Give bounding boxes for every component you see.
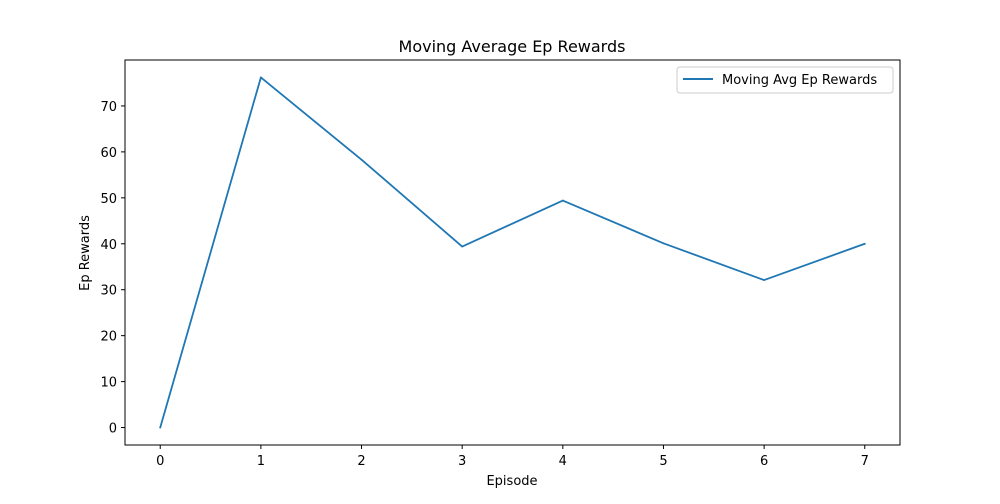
x-axis: 0 1 2 3 4 5 6 7 <box>156 445 869 469</box>
x-tick-label: 0 <box>156 454 164 469</box>
series-layer <box>159 76 866 429</box>
legend: Moving Avg Ep Rewards <box>676 66 894 94</box>
x-tick-label: 6 <box>760 454 768 469</box>
y-axis-label: Ep Rewards <box>78 215 93 291</box>
series-line <box>159 76 866 429</box>
plot-area-frame <box>124 59 901 446</box>
x-tick-label: 1 <box>257 454 265 469</box>
y-tick-label: 30 <box>100 284 117 299</box>
y-tick-label: 10 <box>100 376 117 391</box>
data-point <box>662 242 665 245</box>
x-axis-label: Episode <box>486 474 537 489</box>
y-tick-label: 50 <box>100 192 117 207</box>
y-tick-label: 20 <box>100 330 117 345</box>
y-tick-label: 70 <box>100 100 117 115</box>
chart-title: Moving Average Ep Rewards <box>399 37 626 56</box>
x-tick-label: 4 <box>559 454 567 469</box>
y-tick-label: 60 <box>100 146 117 161</box>
x-tick-label: 3 <box>458 454 466 469</box>
legend-label: Moving Avg Ep Rewards <box>722 73 877 88</box>
x-tick-label: 7 <box>861 454 869 469</box>
data-point <box>763 279 766 281</box>
data-point <box>863 242 866 245</box>
y-tick-label: 40 <box>100 238 117 253</box>
y-tick-label: 0 <box>109 422 117 437</box>
data-point <box>159 426 162 429</box>
data-point <box>259 76 262 79</box>
data-point <box>360 158 363 161</box>
data-point <box>461 245 464 248</box>
x-tick-label: 5 <box>659 454 667 469</box>
legend-box <box>676 66 894 94</box>
x-tick-label: 2 <box>357 454 365 469</box>
data-point <box>561 199 564 202</box>
y-axis: 0 10 20 30 40 50 60 70 <box>100 100 125 437</box>
